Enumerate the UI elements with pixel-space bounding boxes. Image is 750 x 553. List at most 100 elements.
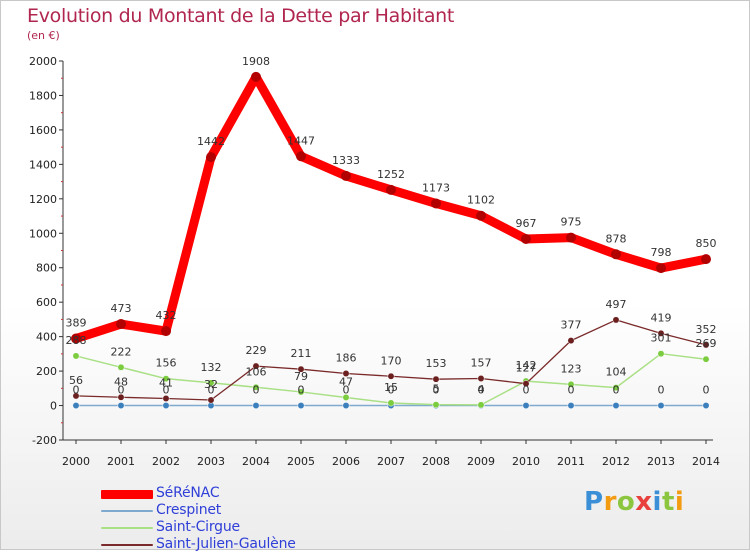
legend-swatch	[101, 527, 153, 529]
series-saint-julien-gaulene	[72, 316, 710, 404]
data-label: 157	[471, 356, 492, 369]
y-tick-label: 1800	[29, 89, 57, 102]
data-label: 1102	[467, 194, 495, 207]
x-tick-label: 2008	[422, 455, 450, 468]
data-label: 0	[658, 384, 665, 397]
data-label: 222	[111, 345, 132, 358]
data-label: 850	[696, 237, 717, 250]
y-tick-label: 1000	[29, 227, 57, 240]
x-tick-label: 2003	[197, 455, 225, 468]
logo-letter: P	[584, 487, 604, 517]
data-label: 79	[294, 370, 308, 383]
data-label: 0	[433, 384, 440, 397]
data-label: 301	[651, 332, 672, 345]
data-point	[386, 184, 396, 195]
data-point	[477, 401, 485, 409]
y-tick-label: 800	[36, 262, 57, 275]
x-tick-label: 2011	[557, 455, 585, 468]
data-point	[522, 380, 530, 388]
data-label: 0	[613, 384, 620, 397]
data-point	[612, 384, 620, 392]
data-label: 47	[339, 375, 353, 388]
data-point	[72, 402, 80, 409]
data-point	[252, 362, 260, 370]
data-label: 56	[69, 374, 83, 387]
x-tick-label: 2013	[647, 455, 675, 468]
data-point	[72, 352, 80, 360]
data-label: 156	[156, 357, 177, 370]
data-label: 0	[343, 384, 350, 397]
data-point	[117, 402, 125, 409]
data-label: 1333	[332, 154, 360, 167]
legend-item: Crespinet	[101, 502, 361, 519]
data-point	[161, 326, 171, 337]
series-serenac	[71, 71, 711, 344]
data-label: 288	[66, 334, 87, 347]
x-tick-label: 2007	[377, 455, 405, 468]
x-tick-label: 2004	[242, 455, 270, 468]
data-point	[162, 402, 170, 409]
data-point	[612, 402, 620, 409]
data-point	[567, 380, 575, 388]
data-label: 229	[246, 344, 267, 357]
legend-item: SéRéNAC	[101, 485, 361, 502]
data-label: 432	[156, 309, 177, 322]
data-label: 0	[73, 384, 80, 397]
data-point	[71, 333, 81, 344]
data-label: 0	[388, 384, 395, 397]
logo-letter: i	[652, 487, 662, 517]
data-label: 352	[696, 323, 717, 336]
data-label: 186	[336, 352, 357, 365]
legend-swatch	[101, 510, 153, 512]
legend-item: Saint-Cirgue	[101, 519, 361, 536]
data-point	[72, 392, 80, 400]
data-point	[297, 388, 305, 396]
data-label: 15	[384, 381, 398, 394]
data-point	[656, 263, 666, 274]
y-tick-label: 1200	[29, 193, 57, 206]
data-point	[116, 319, 126, 330]
data-label: 0	[523, 384, 530, 397]
legend-label: Crespinet	[156, 502, 222, 518]
data-label: 269	[696, 337, 717, 350]
data-label: 0	[478, 384, 485, 397]
y-tick-label: 1600	[29, 124, 57, 137]
data-point	[432, 375, 440, 383]
data-point	[297, 402, 305, 409]
data-label: 0	[253, 384, 260, 397]
data-point	[251, 71, 261, 82]
proxiti-logo: Proxiti	[584, 487, 684, 517]
x-tick-label: 2006	[332, 455, 360, 468]
data-point	[387, 399, 395, 407]
data-point	[207, 379, 215, 387]
data-label: 0	[568, 384, 575, 397]
data-label: 0	[118, 384, 125, 397]
data-label: 419	[651, 311, 672, 324]
data-label: 0	[163, 384, 170, 397]
data-label: 1908	[242, 55, 270, 68]
legend-swatch	[101, 489, 153, 499]
logo-letter: i	[674, 487, 685, 517]
data-label: 41	[159, 376, 173, 389]
data-point	[387, 372, 395, 380]
data-label: 1442	[197, 135, 225, 148]
legend-label: Saint-Cirgue	[156, 519, 240, 535]
data-point	[252, 383, 260, 391]
data-label: 48	[114, 375, 128, 388]
data-point	[567, 402, 575, 409]
data-label: 1447	[287, 134, 315, 147]
data-label: 170	[381, 354, 402, 367]
legend-item: Saint-Julien-Gaulène	[101, 536, 361, 553]
data-label: 106	[246, 365, 267, 378]
data-label: 967	[516, 217, 537, 230]
data-point	[702, 341, 710, 349]
data-point	[296, 151, 306, 162]
data-label: 211	[291, 347, 312, 360]
legend-swatch	[101, 544, 153, 546]
data-point	[342, 393, 350, 401]
x-tick-label: 2005	[287, 455, 315, 468]
data-point	[342, 402, 350, 409]
data-point	[522, 402, 530, 409]
x-tick-label: 2001	[107, 455, 135, 468]
